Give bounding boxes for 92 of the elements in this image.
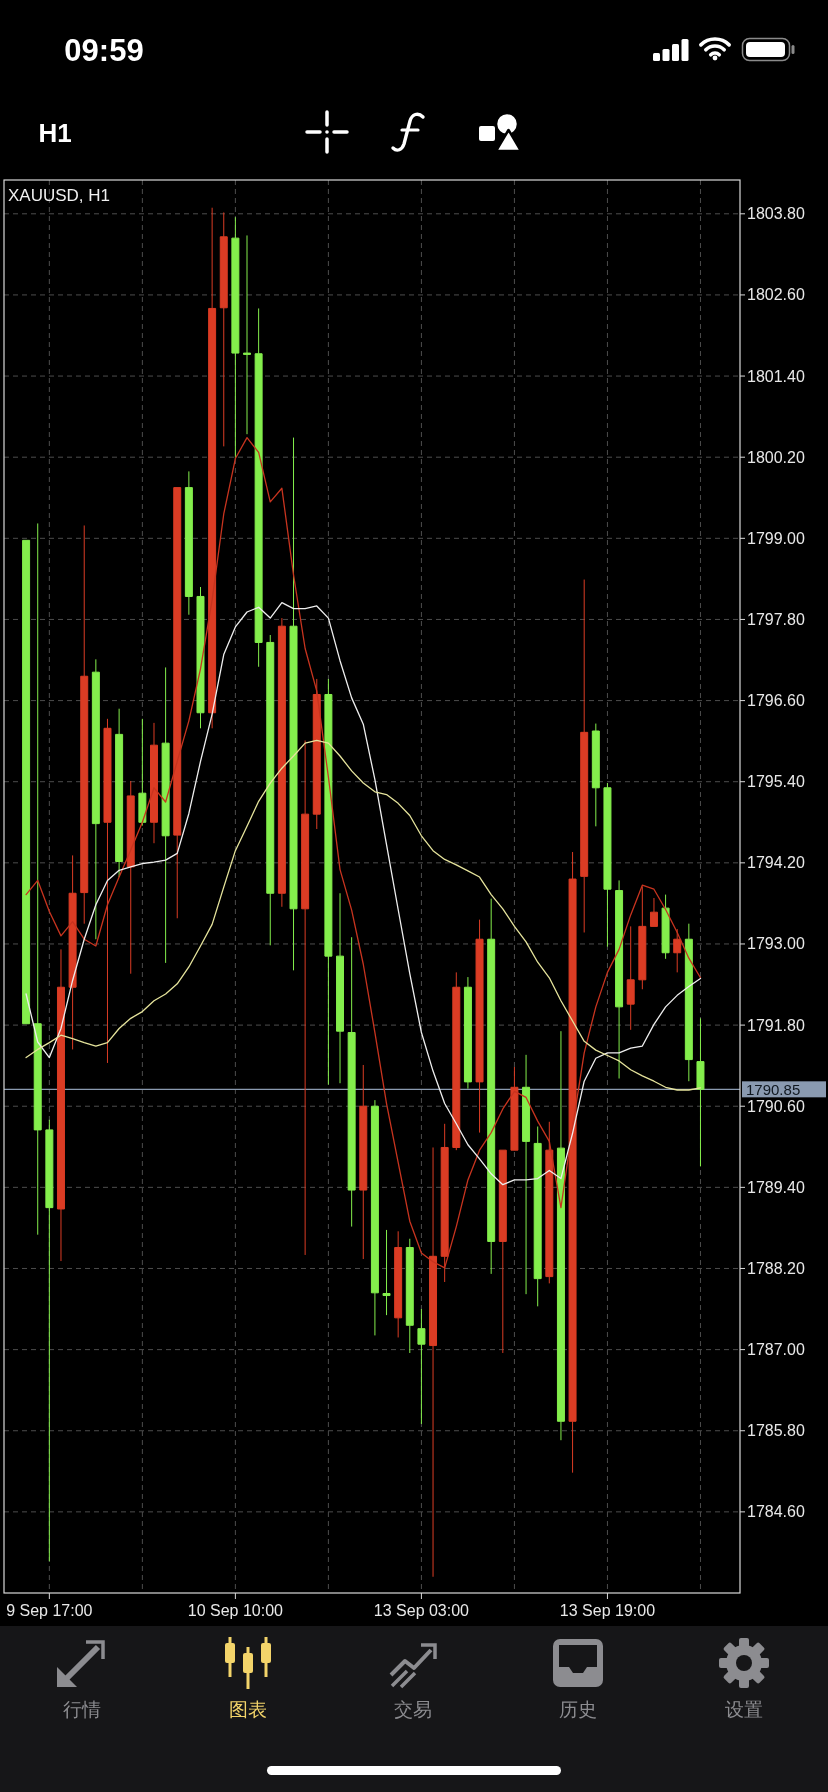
candlestick [254, 307, 263, 668]
candlestick [510, 1066, 519, 1151]
line-series [25, 436, 702, 1269]
candlestick [522, 1054, 531, 1295]
candlestick [56, 948, 65, 1262]
candlestick [243, 234, 251, 435]
candlestick [22, 539, 31, 1025]
candlestick [266, 634, 275, 946]
candlestick [626, 925, 635, 1031]
line-series [25, 601, 702, 1186]
candlestick [638, 886, 647, 990]
line-series [25, 739, 702, 1091]
candlestick [673, 928, 682, 973]
candlestick [184, 470, 193, 616]
candlestick [370, 1099, 379, 1336]
candlestick [545, 1121, 554, 1284]
candlestick [161, 666, 170, 964]
candlestick [336, 892, 345, 1084]
candlestick [289, 437, 298, 971]
candlestick [126, 780, 135, 975]
x-tick-label: 9 Sep 17:00 [6, 1601, 93, 1619]
y-tick-label: 1801.40 [747, 367, 805, 385]
ref-line-label: 1790.85 [746, 1080, 801, 1098]
text: H1 [38, 118, 72, 148]
y-tick-label: 1797.80 [747, 610, 805, 628]
text: 图表 [229, 1698, 267, 1720]
candlestick [115, 708, 124, 878]
candlestick [429, 1146, 438, 1578]
y-tick-label: 1799.00 [747, 529, 805, 547]
candlestick [33, 522, 42, 1236]
y-tick-label: 1789.40 [747, 1178, 805, 1196]
candlestick [347, 936, 356, 1228]
text: 历史 [559, 1698, 597, 1720]
candlestick [405, 1238, 414, 1354]
y-tick-label: 1796.60 [747, 692, 805, 710]
candlestick [382, 1229, 391, 1316]
candlestick [649, 897, 658, 927]
text: 09:59 [64, 32, 144, 68]
candlestick [440, 1123, 449, 1283]
y-tick-label: 1790.60 [747, 1097, 805, 1115]
candlestick [103, 718, 112, 1064]
y-tick-label: 1791.80 [747, 1016, 805, 1034]
candlestick [173, 487, 182, 919]
candlestick [463, 976, 472, 1090]
candlestick [452, 971, 461, 1151]
x-tick-label: 13 Sep 03:00 [373, 1601, 470, 1619]
candlestick [475, 919, 484, 1134]
candlestick [196, 586, 205, 729]
candlestick [359, 1064, 368, 1260]
candlestick [138, 718, 147, 827]
candlestick [533, 1126, 542, 1307]
candlestick [277, 617, 286, 908]
candlestick [568, 851, 577, 1474]
candlestick [603, 782, 612, 948]
text: 交易 [394, 1698, 432, 1720]
candlestick [394, 1230, 403, 1338]
candlestick [498, 1149, 507, 1354]
y-tick-label: 1788.20 [747, 1259, 805, 1277]
candlestick [150, 722, 158, 844]
candlestick [556, 1030, 565, 1441]
y-tick-label: 1794.20 [747, 854, 805, 872]
candlestick [615, 879, 624, 1080]
x-tick-label: 10 Sep 10:00 [187, 1601, 284, 1619]
candlestick [696, 1017, 705, 1167]
candlestick [91, 658, 100, 940]
candlestick [231, 216, 240, 460]
candlestick [80, 524, 89, 925]
y-tick-label: 1793.00 [747, 935, 805, 953]
text: 设置 [725, 1698, 763, 1720]
candlestick [45, 1119, 54, 1562]
text: 行情 [63, 1698, 101, 1720]
y-tick-label: 1802.60 [747, 286, 805, 304]
candlestick [301, 739, 310, 1256]
candlestick [208, 207, 217, 729]
y-tick-label: 1787.00 [747, 1341, 805, 1359]
candlestick [580, 579, 589, 933]
candlestick [219, 211, 228, 447]
candlestick [324, 678, 333, 1086]
y-tick-label: 1795.40 [747, 773, 805, 791]
chart-title: XAUUSD, H1 [8, 185, 111, 205]
y-tick-label: 1803.80 [747, 205, 805, 223]
candlestick [417, 1308, 426, 1425]
y-tick-label: 1784.60 [747, 1503, 805, 1521]
candlestick [684, 923, 693, 1082]
candlestick [661, 894, 670, 960]
candlestick [591, 723, 600, 827]
candlestick [487, 898, 496, 1275]
candlestick [68, 854, 77, 1050]
candlestick [312, 678, 321, 830]
y-tick-label: 1800.20 [747, 448, 805, 466]
y-tick-label: 1785.80 [747, 1422, 805, 1440]
x-tick-label: 13 Sep 19:00 [559, 1601, 656, 1619]
